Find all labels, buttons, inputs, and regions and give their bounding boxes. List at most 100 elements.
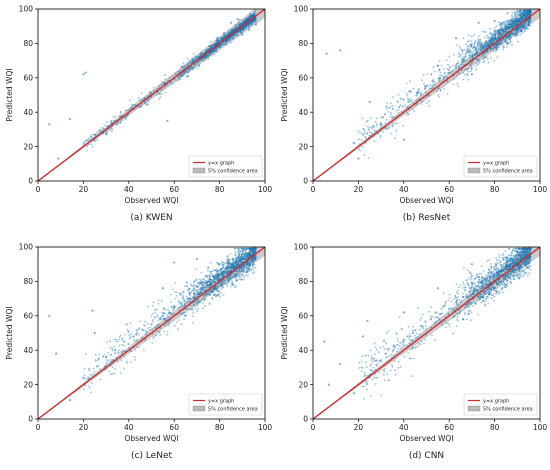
data-point <box>94 332 96 334</box>
scatter-point <box>462 50 464 52</box>
scatter-point <box>438 88 440 90</box>
scatter-point <box>245 28 247 30</box>
scatter-point <box>151 315 153 317</box>
scatter-point <box>376 125 378 127</box>
scatter-point <box>500 34 502 36</box>
scatter-point <box>246 252 248 254</box>
scatter-point <box>392 108 394 110</box>
scatter-point <box>196 300 198 302</box>
scatter-point <box>151 328 153 330</box>
scatter-point <box>428 95 430 97</box>
scatter-point <box>191 58 193 60</box>
scatter-point <box>194 65 196 67</box>
data-point <box>82 73 84 75</box>
scatter-point <box>415 105 417 107</box>
scatter-point <box>407 106 409 108</box>
scatter-point <box>497 46 499 48</box>
scatter-point <box>119 336 121 338</box>
scatter-point <box>164 308 166 310</box>
scatter-point <box>155 334 157 336</box>
legend-entry-band: 5% confidence area <box>483 169 533 175</box>
scatter-point <box>239 273 241 275</box>
scatter-point <box>491 34 493 36</box>
data-point <box>509 22 511 24</box>
scatter-point <box>113 346 115 348</box>
scatter-point <box>235 24 237 26</box>
scatter-point <box>380 137 382 139</box>
scatter-point <box>530 21 532 23</box>
scatter-point <box>200 292 202 294</box>
data-point <box>214 275 216 277</box>
scatter-point <box>486 46 488 48</box>
scatter-point <box>448 56 450 58</box>
scatter-point <box>212 51 214 53</box>
data-point <box>369 101 371 103</box>
scatter-point <box>127 324 129 326</box>
scatter-point <box>526 12 528 14</box>
data-point <box>196 258 198 260</box>
scatter-point <box>499 24 501 26</box>
scatter-point <box>139 99 141 101</box>
scatter-point <box>239 270 241 272</box>
scatter-point <box>517 34 519 36</box>
scatter-point <box>88 385 90 387</box>
scatter-point <box>109 340 111 342</box>
data-point <box>248 29 250 31</box>
scatter-point <box>110 347 112 349</box>
scatter-point <box>88 144 90 146</box>
data-point <box>219 273 221 275</box>
scatter-point <box>222 287 224 289</box>
scatter-point <box>447 93 449 95</box>
scatter-point <box>480 48 482 50</box>
scatter-point <box>526 26 528 28</box>
scatter-point <box>230 29 232 31</box>
scatter-point <box>504 40 506 42</box>
scatter-point <box>475 47 477 49</box>
scatter-point <box>229 279 231 281</box>
data-point <box>523 27 525 29</box>
scatter-point <box>493 29 495 31</box>
scatter-point <box>361 139 363 141</box>
scatter-point <box>428 105 430 107</box>
scatter-point <box>175 291 177 293</box>
scatter-point <box>111 130 113 132</box>
scatter-point <box>398 94 400 96</box>
scatter-point <box>453 54 455 56</box>
scatter-point <box>390 102 392 104</box>
data-point <box>455 65 457 67</box>
scatter-point <box>151 342 153 344</box>
scatter-point <box>140 321 142 323</box>
scatter-point <box>192 315 194 317</box>
scatter-point <box>440 72 442 74</box>
scatter-point <box>209 302 211 304</box>
y-tick-label: 0 <box>303 177 308 186</box>
scatter-point <box>499 42 501 44</box>
data-point <box>505 25 507 27</box>
scatter-point <box>456 44 458 46</box>
scatter-point <box>459 46 461 48</box>
plot-area <box>313 0 540 181</box>
scatter-point <box>162 312 164 314</box>
scatter-point <box>441 64 443 66</box>
scatter-point <box>225 283 227 285</box>
scatter-point <box>426 102 428 104</box>
scatter-point <box>211 291 213 293</box>
scatter-point <box>201 272 203 274</box>
x-tick-label: 100 <box>258 423 273 432</box>
scatter-point <box>500 22 502 24</box>
scatter-point <box>220 282 222 284</box>
scatter-point <box>496 56 498 58</box>
scatter-point <box>425 91 427 93</box>
scatter-point <box>468 51 470 53</box>
scatter-point <box>213 279 215 281</box>
scatter-point <box>199 282 201 284</box>
scatter-point <box>184 303 186 305</box>
caption-kwen: (a) KWEN <box>130 213 172 223</box>
scatter-point <box>130 336 132 338</box>
scatter-point <box>100 129 102 131</box>
scatter-point <box>483 58 485 60</box>
scatter-point <box>164 312 166 314</box>
scatter-point <box>231 280 233 282</box>
scatter-point <box>499 36 501 38</box>
